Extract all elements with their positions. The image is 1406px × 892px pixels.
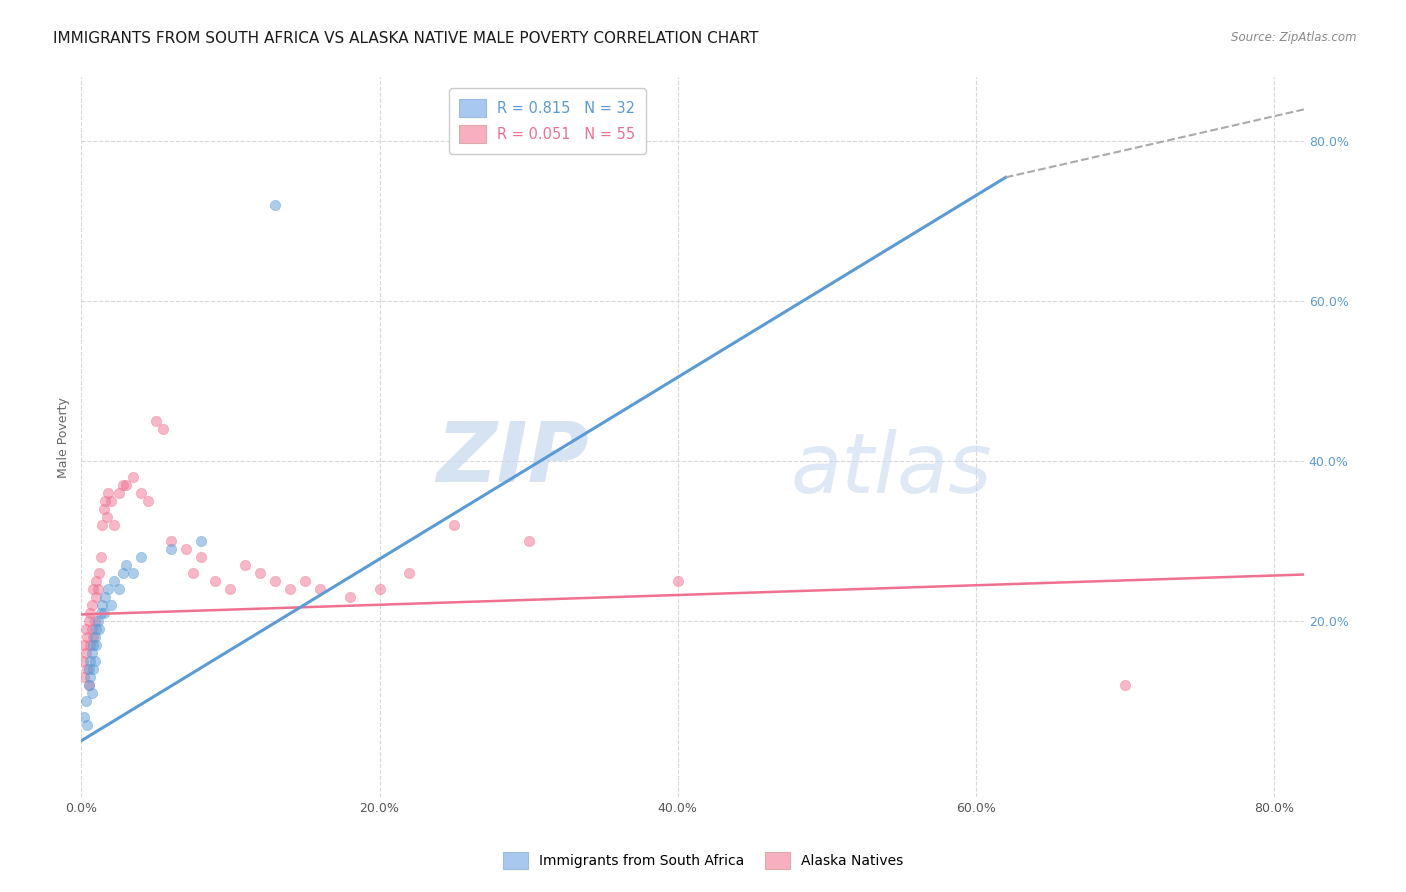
Point — [181, 566, 204, 580]
Point — [233, 558, 256, 572]
Point — [107, 486, 129, 500]
Point — [115, 558, 138, 572]
Point — [103, 574, 125, 588]
Point — [91, 598, 114, 612]
Point — [94, 590, 117, 604]
Point — [82, 638, 104, 652]
Point — [190, 549, 212, 564]
Point — [278, 582, 301, 596]
Point — [73, 710, 96, 724]
Point — [103, 518, 125, 533]
Point — [122, 470, 145, 484]
Point — [77, 678, 100, 692]
Point — [72, 654, 94, 668]
Point — [94, 494, 117, 508]
Point — [368, 582, 391, 596]
Point — [339, 590, 361, 604]
Point — [73, 638, 96, 652]
Point — [77, 678, 100, 692]
Legend: R = 0.815   N = 32, R = 0.051   N = 55: R = 0.815 N = 32, R = 0.051 N = 55 — [450, 88, 645, 153]
Text: IMMIGRANTS FROM SOUTH AFRICA VS ALASKA NATIVE MALE POVERTY CORRELATION CHART: IMMIGRANTS FROM SOUTH AFRICA VS ALASKA N… — [53, 31, 759, 46]
Point — [77, 614, 100, 628]
Point — [84, 574, 107, 588]
Point — [219, 582, 242, 596]
Point — [75, 646, 97, 660]
Point — [76, 630, 98, 644]
Point — [76, 718, 98, 732]
Point — [79, 606, 101, 620]
Point — [264, 198, 287, 212]
Point — [80, 622, 103, 636]
Point — [308, 582, 330, 596]
Point — [86, 582, 108, 596]
Point — [83, 630, 105, 644]
Point — [129, 549, 152, 564]
Point — [84, 590, 107, 604]
Point — [93, 502, 115, 516]
Point — [76, 662, 98, 676]
Point — [129, 486, 152, 500]
Point — [112, 478, 135, 492]
Point — [79, 638, 101, 652]
Point — [82, 662, 104, 676]
Point — [90, 606, 112, 620]
Point — [82, 582, 104, 596]
Point — [80, 646, 103, 660]
Point — [80, 598, 103, 612]
Text: ZIP: ZIP — [436, 418, 589, 500]
Point — [204, 574, 226, 588]
Point — [75, 622, 97, 636]
Point — [666, 574, 689, 588]
Point — [294, 574, 316, 588]
Point — [83, 614, 105, 628]
Point — [82, 630, 104, 644]
Point — [91, 518, 114, 533]
Point — [86, 614, 108, 628]
Point — [152, 422, 174, 436]
Point — [84, 638, 107, 652]
Point — [89, 622, 111, 636]
Point — [80, 686, 103, 700]
Point — [77, 662, 100, 676]
Point — [264, 574, 287, 588]
Point — [107, 582, 129, 596]
Point — [93, 606, 115, 620]
Point — [190, 533, 212, 548]
Point — [159, 541, 181, 556]
Point — [517, 533, 540, 548]
Point — [398, 566, 420, 580]
Point — [138, 494, 160, 508]
Point — [122, 566, 145, 580]
Point — [84, 622, 107, 636]
Point — [73, 670, 96, 684]
Point — [97, 486, 120, 500]
Point — [79, 654, 101, 668]
Text: Source: ZipAtlas.com: Source: ZipAtlas.com — [1232, 31, 1357, 45]
Text: atlas: atlas — [790, 429, 993, 510]
Point — [75, 694, 97, 708]
Legend: Immigrants from South Africa, Alaska Natives: Immigrants from South Africa, Alaska Nat… — [498, 847, 908, 874]
Point — [100, 494, 122, 508]
Point — [115, 478, 138, 492]
Point — [97, 582, 120, 596]
Point — [79, 670, 101, 684]
Point — [1114, 678, 1136, 692]
Point — [89, 566, 111, 580]
Point — [90, 549, 112, 564]
Point — [249, 566, 271, 580]
Point — [100, 598, 122, 612]
Y-axis label: Male Poverty: Male Poverty — [58, 397, 70, 477]
Point — [145, 414, 167, 428]
Point — [112, 566, 135, 580]
Point — [96, 510, 118, 524]
Point — [83, 654, 105, 668]
Point — [443, 518, 465, 533]
Point — [174, 541, 197, 556]
Point — [159, 533, 181, 548]
